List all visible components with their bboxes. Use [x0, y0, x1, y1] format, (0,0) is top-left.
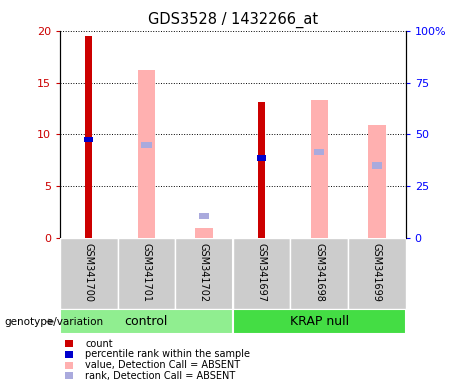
Text: control: control	[124, 315, 168, 328]
Title: GDS3528 / 1432266_at: GDS3528 / 1432266_at	[148, 12, 318, 28]
Bar	[233, 309, 406, 334]
Bar	[175, 238, 233, 309]
Bar	[60, 238, 118, 309]
Bar	[368, 125, 385, 238]
Text: count: count	[85, 339, 113, 349]
Text: KRAP null: KRAP null	[290, 315, 349, 328]
Bar	[311, 100, 328, 238]
Bar	[290, 238, 348, 309]
Text: GSM341697: GSM341697	[257, 243, 266, 302]
Text: percentile rank within the sample: percentile rank within the sample	[85, 349, 250, 359]
Bar	[372, 162, 382, 169]
Bar	[257, 156, 266, 161]
Text: GSM341701: GSM341701	[142, 243, 151, 302]
Text: GSM341698: GSM341698	[314, 243, 324, 301]
Bar	[195, 228, 213, 238]
Bar	[138, 70, 155, 238]
Bar	[85, 36, 93, 238]
Text: rank, Detection Call = ABSENT: rank, Detection Call = ABSENT	[85, 371, 236, 381]
Bar	[233, 238, 290, 309]
Text: GSM341700: GSM341700	[84, 243, 94, 302]
Text: value, Detection Call = ABSENT: value, Detection Call = ABSENT	[85, 360, 240, 370]
Bar	[141, 142, 152, 148]
Bar	[84, 137, 93, 142]
Text: GSM341702: GSM341702	[199, 243, 209, 302]
Bar	[314, 149, 325, 155]
Text: GSM341699: GSM341699	[372, 243, 382, 301]
Bar	[348, 238, 406, 309]
Bar	[199, 213, 209, 219]
Bar	[60, 309, 233, 334]
Text: genotype/variation: genotype/variation	[5, 316, 104, 327]
Bar	[258, 102, 266, 238]
Bar	[118, 238, 175, 309]
